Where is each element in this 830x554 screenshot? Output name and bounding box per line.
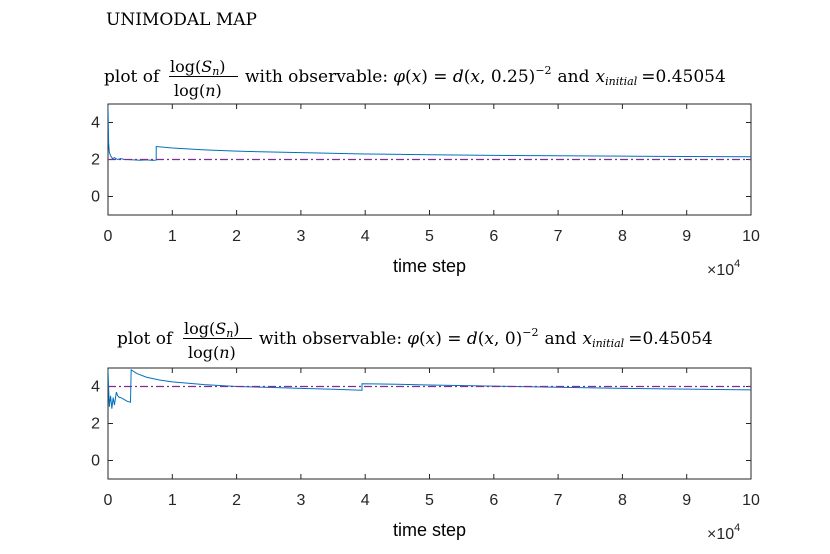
x-tick-label: 1 — [168, 228, 177, 245]
x-tick-label: 10 — [742, 228, 760, 245]
x-tick-label: 6 — [489, 492, 498, 509]
y-tick-label: 2 — [91, 416, 100, 433]
x-axis-exponent: ×104 — [707, 522, 740, 543]
x-tick-label: 3 — [296, 228, 305, 245]
x-tick-label: 0 — [104, 228, 113, 245]
y-tick-label: 2 — [91, 152, 100, 169]
plot-1-title: plot of log(Sn) log(n) with observable: φ… — [104, 57, 726, 100]
x-tick-label: 9 — [682, 492, 691, 509]
x-tick-label: 8 — [618, 228, 627, 245]
y-tick-label: 0 — [91, 189, 100, 206]
x-axis-exponent: ×104 — [707, 258, 740, 279]
x-tick-label: 5 — [425, 228, 434, 245]
x-axis-label: time step — [393, 520, 466, 540]
chart-1: 0 1 2 3 4 5 6 7 8 9 10 0 2 4 time step ×104 — [91, 103, 760, 279]
fraction-denominator: log(n) — [174, 81, 222, 100]
x-tick-label: 8 — [618, 492, 627, 509]
chart-2: 0 1 2 3 4 5 6 7 8 9 10 0 2 4 time step ×104 — [91, 367, 760, 543]
fraction-denominator: log(n) — [188, 343, 236, 362]
x-tick-label: 5 — [425, 492, 434, 509]
plot-2-title: plot of log(Sn) log(n) with observable: φ… — [117, 319, 713, 362]
fraction-numerator: log(Sn) — [184, 319, 240, 340]
title-observable: with observable: φ(x) = d(x, 0)−2 and xinit… — [259, 326, 713, 350]
title-prefix: plot of — [104, 67, 161, 87]
x-tick-label: 3 — [296, 492, 305, 509]
figure-title: UNIMODAL MAP — [106, 10, 257, 30]
x-tick-label: 9 — [682, 228, 691, 245]
x-tick-label: 2 — [232, 228, 241, 245]
x-axis-label: time step — [393, 256, 466, 276]
x-tick-label: 7 — [554, 492, 563, 509]
x-tick-label: 10 — [742, 492, 760, 509]
x-tick-label: 2 — [232, 492, 241, 509]
series-line — [108, 105, 751, 161]
y-tick-label: 0 — [91, 453, 100, 470]
x-tick-label: 7 — [554, 228, 563, 245]
y-tick-label: 4 — [91, 379, 100, 396]
x-tick-label: 6 — [489, 228, 498, 245]
y-tick-label: 4 — [91, 115, 100, 132]
title-observable: with observable: φ(x) = d(x, 0.25)−2 and xi… — [245, 64, 726, 88]
fraction-numerator: log(Sn) — [170, 57, 226, 78]
x-tick-label: 4 — [361, 492, 370, 509]
title-prefix: plot of — [117, 329, 174, 349]
series-line — [108, 368, 751, 409]
x-tick-label: 4 — [361, 228, 370, 245]
x-tick-label: 0 — [104, 492, 113, 509]
x-tick-label: 1 — [168, 492, 177, 509]
